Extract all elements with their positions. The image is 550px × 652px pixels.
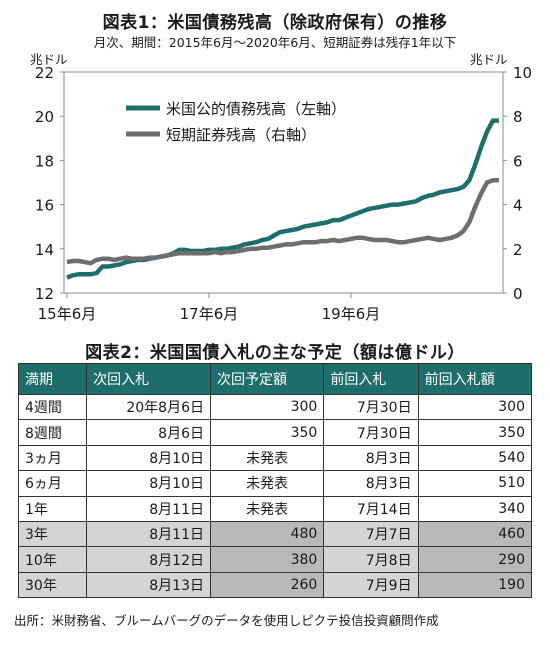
table-cell: 7月8日 bbox=[323, 546, 419, 573]
series-line-bills bbox=[66, 178, 499, 266]
table-cell: 350 bbox=[209, 419, 325, 446]
left-tick-label: 16 bbox=[35, 197, 54, 215]
left-axis-unit: 兆ドル bbox=[30, 52, 68, 67]
source-note: 出所：米財務省、ブルームバーグのデータを使用しピクテ投信投資顧問作成 bbox=[14, 613, 439, 628]
table-header-cell: 満期 bbox=[17, 363, 88, 395]
table-header-cell: 次回入札 bbox=[86, 363, 211, 395]
line-chart: 兆ドル 兆ドル 12 14 16 18 20 22 0 2 4 6 8 10 15年6月 17年6月 1… bbox=[30, 52, 532, 323]
table-cell: 340 bbox=[417, 495, 533, 522]
table-cell: 260 bbox=[209, 571, 325, 599]
plot-area-border bbox=[63, 71, 504, 294]
x-tick-label: 15年6月 bbox=[38, 305, 97, 323]
x-tick-label: 17年6月 bbox=[180, 305, 239, 323]
table-cell: 460 bbox=[417, 520, 533, 548]
table-cell: 300 bbox=[417, 393, 533, 421]
table-cell: 8月11日 bbox=[86, 520, 211, 548]
left-tick-label: 18 bbox=[35, 152, 54, 170]
table-row: 3ヵ月 8月10日 未発表 8月3日 540 bbox=[17, 444, 533, 472]
table-cell: 10年 bbox=[17, 546, 88, 573]
table-cell: 6ヵ月 bbox=[17, 470, 88, 497]
table-header-cell: 次回予定額 bbox=[209, 363, 325, 395]
table-title: 図表2：米国国債入札の主な予定（額は億ドル） bbox=[85, 343, 465, 363]
table-cell: 190 bbox=[417, 571, 533, 599]
legend-label: 米国公的債務残高（左軸） bbox=[166, 100, 346, 118]
chart-title: 図表1：米国債務残高（除政府保有）の推移 bbox=[102, 13, 448, 33]
table-cell: 30年 bbox=[17, 571, 88, 599]
table-cell: 7月9日 bbox=[323, 571, 419, 599]
table-cell: 8月6日 bbox=[86, 419, 211, 446]
left-tick-label: 22 bbox=[35, 64, 54, 82]
right-tick-label: 6 bbox=[513, 152, 523, 170]
left-tick-label: 20 bbox=[35, 108, 54, 126]
table-cell: 未発表 bbox=[209, 444, 325, 472]
table-cell: 350 bbox=[417, 419, 533, 446]
table-cell: 7月14日 bbox=[323, 495, 419, 522]
table-cell: 20年8月6日 bbox=[86, 393, 211, 421]
table-cell: 8月13日 bbox=[86, 571, 211, 599]
table-cell: 8週間 bbox=[17, 419, 88, 446]
table-row: 6ヵ月 8月10日 未発表 8月3日 510 bbox=[17, 470, 533, 497]
right-tick-label: 4 bbox=[513, 197, 523, 215]
table-cell: 未発表 bbox=[209, 495, 325, 522]
table-cell: 3年 bbox=[17, 520, 88, 548]
table-cell: 7月30日 bbox=[323, 393, 419, 421]
table-cell: 540 bbox=[417, 444, 533, 472]
chart-subtitle: 月次、期間：2015年6月～2020年6月、短期証券は残存1年以下 bbox=[93, 35, 457, 50]
table-cell: 300 bbox=[209, 393, 325, 421]
auction-schedule-table: 満期 次回入札 次回予定額 前回入札 前回入札額 4週間 20年8月6日 300 7月30日 3… bbox=[17, 363, 533, 599]
right-axis-unit: 兆ドル bbox=[470, 52, 508, 67]
table-row: 30年 8月13日 260 7月9日 190 bbox=[17, 571, 533, 599]
right-tick-label: 8 bbox=[513, 108, 523, 126]
series-line-public-debt bbox=[66, 118, 499, 280]
table-cell: 290 bbox=[417, 546, 533, 573]
table-cell: 8月3日 bbox=[323, 470, 419, 497]
right-tick-label: 0 bbox=[513, 285, 523, 303]
table-cell: 8月11日 bbox=[86, 495, 211, 522]
table-row: 3年 8月11日 480 7月7日 460 bbox=[17, 520, 533, 548]
table-cell: 4週間 bbox=[17, 393, 88, 421]
right-tick-label: 10 bbox=[513, 64, 532, 82]
right-tick-label: 2 bbox=[513, 241, 523, 259]
x-tick-label: 19年6月 bbox=[322, 305, 381, 323]
table-cell: 8月10日 bbox=[86, 444, 211, 472]
table-header-cell: 前回入札額 bbox=[417, 363, 533, 395]
table-cell: 未発表 bbox=[209, 470, 325, 497]
table-header-row: 満期 次回入札 次回予定額 前回入札 前回入札額 bbox=[17, 363, 533, 395]
table-cell: 480 bbox=[209, 520, 325, 548]
table-header-cell: 前回入札 bbox=[323, 363, 419, 395]
left-tick-label: 14 bbox=[35, 241, 54, 259]
table-cell: 510 bbox=[417, 470, 533, 497]
table-cell: 8月3日 bbox=[323, 444, 419, 472]
table-row: 1年 8月11日 未発表 7月14日 340 bbox=[17, 495, 533, 522]
table-cell: 7月30日 bbox=[323, 419, 419, 446]
table-cell: 1年 bbox=[17, 495, 88, 522]
table-row: 8週間 8月6日 350 7月30日 350 bbox=[17, 419, 533, 446]
left-tick-label: 12 bbox=[35, 285, 54, 303]
table-cell: 7月7日 bbox=[323, 520, 419, 548]
table-cell: 380 bbox=[209, 546, 325, 573]
table-row: 4週間 20年8月6日 300 7月30日 300 bbox=[17, 393, 533, 421]
legend-label: 短期証券残高（右軸） bbox=[166, 126, 316, 144]
table-row: 10年 8月12日 380 7月8日 290 bbox=[17, 546, 533, 573]
table-cell: 8月10日 bbox=[86, 470, 211, 497]
table-cell: 3ヵ月 bbox=[17, 444, 88, 472]
table-cell: 8月12日 bbox=[86, 546, 211, 573]
